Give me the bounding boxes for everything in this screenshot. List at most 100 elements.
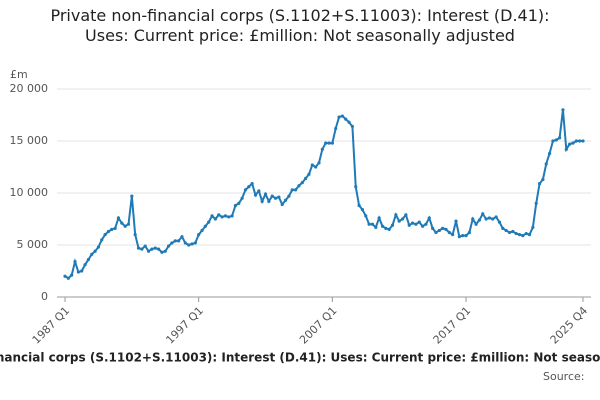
point <box>160 250 164 254</box>
point <box>394 213 398 217</box>
point <box>568 142 572 146</box>
point <box>130 194 134 198</box>
point <box>173 239 177 243</box>
point <box>367 222 371 226</box>
y-axis-label: £m <box>10 68 28 81</box>
point <box>63 274 67 278</box>
point <box>474 222 478 226</box>
point <box>203 224 207 228</box>
x-tick-label: 2007 Q1 <box>297 304 340 347</box>
point <box>250 182 254 186</box>
point <box>350 124 355 129</box>
point <box>404 213 408 217</box>
point <box>561 108 565 112</box>
point <box>558 136 562 140</box>
point <box>307 172 311 176</box>
point <box>240 196 244 200</box>
x-tick-label: 2017 Q1 <box>431 304 474 347</box>
point <box>547 151 552 156</box>
point <box>90 252 94 256</box>
point <box>431 226 435 230</box>
point <box>207 220 211 224</box>
point <box>66 276 70 280</box>
point <box>73 260 77 264</box>
point <box>257 189 261 193</box>
point <box>354 185 358 189</box>
point <box>317 161 321 165</box>
point <box>156 247 161 251</box>
point <box>197 233 201 237</box>
source: Source: <box>543 370 585 383</box>
point <box>113 226 117 230</box>
point <box>213 217 217 221</box>
point <box>417 220 421 224</box>
point <box>270 194 274 198</box>
point <box>96 245 101 249</box>
point <box>277 195 281 199</box>
point <box>163 249 167 253</box>
point <box>320 147 324 151</box>
point <box>263 192 268 196</box>
point <box>484 217 488 221</box>
point <box>544 162 548 166</box>
point <box>447 230 451 235</box>
point <box>380 224 385 228</box>
legend-entry: Private non-financial corps (S.1102+S.11… <box>0 351 600 365</box>
point <box>193 241 197 245</box>
point <box>407 223 411 227</box>
point <box>290 188 294 192</box>
point <box>116 216 121 220</box>
point <box>578 139 582 143</box>
point <box>581 139 585 143</box>
point <box>297 184 301 188</box>
point <box>76 270 80 274</box>
point <box>200 228 204 233</box>
point <box>357 203 361 208</box>
point <box>551 139 555 143</box>
point <box>497 220 502 224</box>
point <box>146 249 151 253</box>
point <box>457 235 461 239</box>
y-tick-label: 15 000 <box>10 134 49 147</box>
point <box>133 233 137 237</box>
point <box>390 223 395 227</box>
y-tick-label: 20 000 <box>10 82 49 95</box>
point <box>267 199 271 203</box>
point <box>310 163 314 167</box>
point <box>123 224 127 228</box>
point <box>571 141 575 145</box>
point <box>283 198 288 202</box>
point <box>190 242 194 246</box>
point <box>481 212 485 216</box>
point <box>180 235 184 239</box>
point <box>451 233 455 237</box>
point <box>527 233 532 237</box>
point <box>377 216 381 220</box>
point <box>304 176 308 181</box>
point <box>441 226 445 230</box>
point <box>223 214 228 218</box>
point <box>511 229 515 234</box>
point <box>280 202 284 207</box>
point <box>260 199 264 203</box>
point <box>237 201 241 205</box>
point <box>437 228 441 233</box>
point <box>344 117 348 121</box>
point <box>150 247 154 251</box>
point <box>347 120 351 124</box>
point <box>410 221 415 225</box>
x-tick-label: 1987 Q1 <box>30 304 73 347</box>
point <box>220 215 224 219</box>
point <box>230 214 234 218</box>
chart-title: Private non-financial corps (S.1102+S.11… <box>50 6 550 45</box>
point <box>420 224 425 228</box>
line <box>64 109 583 280</box>
point <box>514 231 518 236</box>
point <box>253 193 258 197</box>
point <box>461 234 465 238</box>
point <box>327 141 331 145</box>
point <box>330 141 334 145</box>
point <box>384 226 388 230</box>
point <box>491 217 495 221</box>
